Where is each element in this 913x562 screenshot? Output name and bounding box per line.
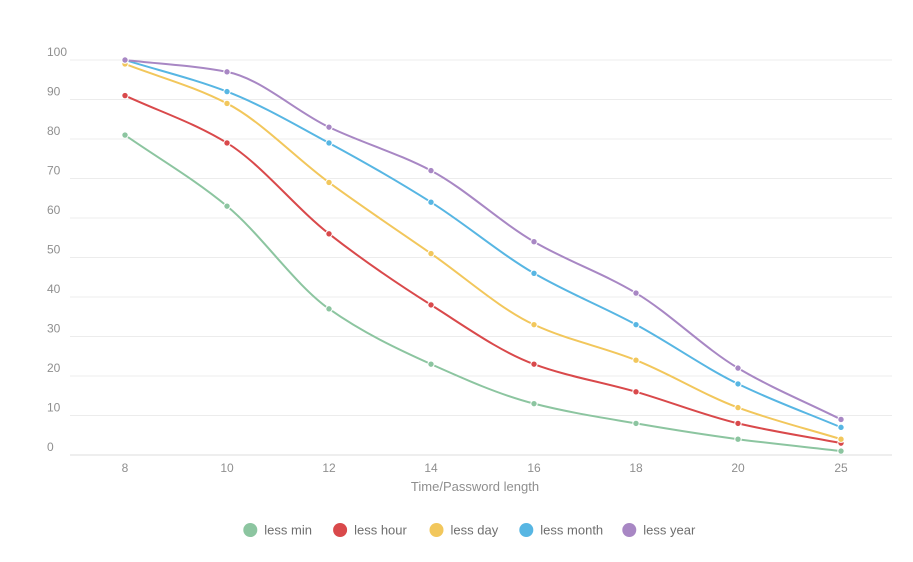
data-point-less-year — [530, 238, 538, 246]
data-point-less-min — [223, 202, 231, 210]
legend-label: less min — [264, 523, 312, 538]
data-point-less-min — [632, 419, 640, 428]
x-tick-label: 10 — [220, 461, 234, 475]
data-point-less-day — [325, 178, 333, 187]
legend-marker — [333, 523, 348, 537]
legend-marker — [519, 523, 534, 537]
series-lines — [124, 59, 842, 453]
data-point-less-min — [325, 305, 333, 313]
data-point-less-year — [734, 364, 742, 372]
legend-marker — [622, 523, 637, 537]
data-point-less-day — [427, 249, 435, 258]
legend-label: less month — [540, 523, 603, 538]
series-line-less-month — [124, 59, 842, 429]
data-point-less-month — [325, 139, 333, 147]
x-tick-label: 20 — [731, 461, 745, 475]
y-tick-label: 100 — [47, 45, 67, 59]
data-point-less-hour — [427, 301, 435, 309]
x-tick-label: 12 — [322, 461, 336, 475]
data-point-less-hour — [325, 230, 333, 238]
y-tick-label: 0 — [47, 440, 54, 454]
data-point-less-day — [530, 320, 538, 329]
data-points — [121, 56, 845, 455]
legend-item-less-min: less min — [243, 523, 312, 538]
x-tick-label: 14 — [424, 461, 438, 475]
x-axis-ticks: 8 10 12 14 16 18 20 25 — [122, 461, 848, 475]
legend-label: less day — [451, 523, 499, 538]
legend-marker — [429, 523, 444, 537]
series-line-less-year — [124, 59, 842, 421]
series-line-less-day — [124, 63, 842, 441]
x-axis-title: Time/Password length — [411, 479, 539, 494]
series-line-less-min — [124, 134, 842, 453]
y-tick-label: 40 — [47, 282, 61, 296]
data-point-less-hour — [734, 419, 742, 428]
data-point-less-month — [734, 380, 742, 388]
x-tick-label: 25 — [834, 461, 848, 475]
data-point-less-min — [837, 447, 845, 455]
y-tick-label: 50 — [47, 243, 61, 257]
data-point-less-day — [734, 403, 742, 412]
data-point-less-year — [121, 56, 129, 64]
y-tick-label: 60 — [47, 203, 61, 217]
data-point-less-min — [530, 399, 538, 408]
x-tick-label: 18 — [629, 461, 643, 475]
data-point-less-month — [837, 423, 845, 432]
legend-label: less year — [643, 523, 696, 538]
data-point-less-year — [632, 289, 640, 297]
data-point-less-min — [427, 360, 435, 368]
y-tick-label: 80 — [47, 124, 61, 138]
data-point-less-month — [632, 320, 640, 329]
y-tick-label: 90 — [47, 85, 61, 99]
data-point-less-min — [121, 131, 129, 139]
legend-item-less-month: less month — [519, 523, 603, 538]
data-point-less-month — [530, 269, 538, 277]
data-point-less-year — [223, 68, 231, 76]
x-tick-label: 8 — [122, 461, 129, 475]
legend-marker — [243, 523, 258, 537]
y-tick-label: 10 — [47, 401, 61, 415]
data-point-less-hour — [223, 139, 231, 147]
legend-item-less-year: less year — [622, 523, 696, 538]
y-axis-ticks: 0 10 20 30 40 50 60 70 80 90 100 — [47, 45, 67, 454]
y-tick-label: 30 — [47, 322, 61, 336]
legend-item-less-day: less day — [429, 523, 499, 538]
data-point-less-year — [837, 415, 845, 424]
data-point-less-month — [427, 198, 435, 206]
x-tick-label: 16 — [527, 461, 541, 475]
data-point-less-day — [632, 356, 640, 364]
series-line-less-hour — [124, 94, 842, 445]
legend-item-less-hour: less hour — [333, 523, 408, 538]
data-point-less-day — [837, 435, 845, 443]
data-point-less-year — [325, 123, 333, 131]
data-point-less-hour — [121, 91, 129, 100]
data-point-less-hour — [530, 360, 538, 368]
data-point-less-min — [734, 435, 742, 443]
y-tick-label: 20 — [47, 361, 61, 375]
grid-lines — [70, 59, 892, 456]
data-point-less-year — [427, 166, 435, 175]
data-point-less-month — [223, 87, 231, 96]
data-point-less-hour — [632, 388, 640, 396]
legend: less min less hour less day less month less … — [243, 523, 696, 538]
y-tick-label: 70 — [47, 164, 61, 178]
legend-label: less hour — [354, 523, 407, 538]
data-point-less-day — [223, 99, 231, 108]
